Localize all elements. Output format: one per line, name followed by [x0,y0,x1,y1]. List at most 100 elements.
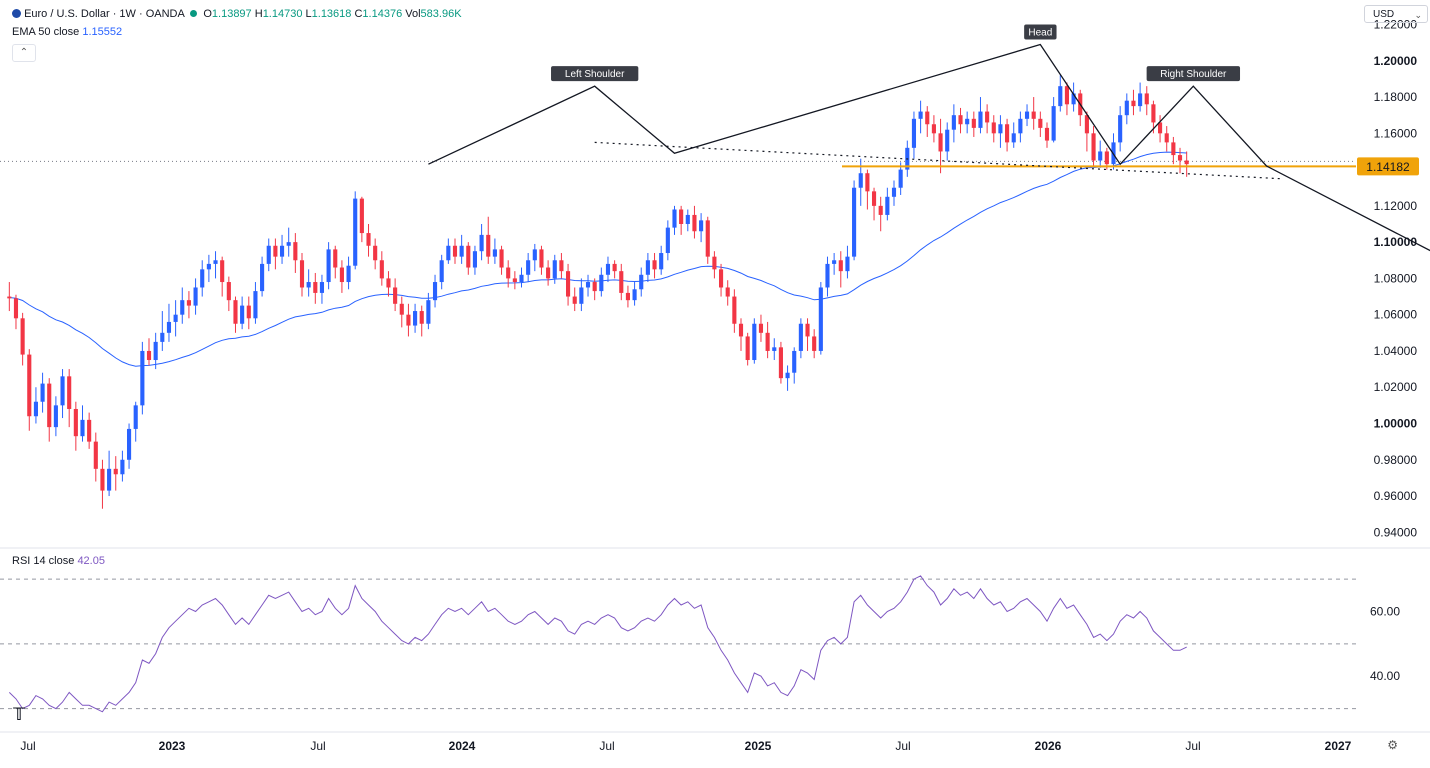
candle-body [559,260,564,272]
candle-body [120,459,125,475]
rsi-line [8,575,1187,713]
candle-body [852,187,857,257]
candle-body [792,350,797,373]
market-status-icon [190,10,198,17]
candle-body [492,249,497,257]
candle-body [432,282,438,301]
candle-body [240,305,245,324]
price-tick-label: 1.10000 [1374,235,1418,249]
candle-body [858,173,863,188]
candle-body [1144,93,1149,105]
candle-body [393,287,398,304]
candle-body [286,242,291,246]
candle-body [160,332,165,342]
candle-body [319,282,325,293]
candle-body [878,205,883,215]
candle-body [27,354,32,417]
candle-body [998,124,1003,134]
candle-body [479,234,484,252]
candle-body [499,249,504,268]
candle-body [805,323,810,337]
close-value: 1.14376 [362,8,403,20]
candle-body [652,260,657,270]
candle-body [539,249,544,268]
candle-body [519,274,524,283]
candle-body [546,267,551,279]
candle-body [532,249,537,261]
high-label: H [254,8,263,20]
rsi-legend[interactable]: RSI 14 close 42.05 [12,555,105,567]
candle-body [233,300,238,324]
candle-body [692,214,697,232]
candle-body [246,305,251,319]
rsi-value: 42.05 [77,555,105,567]
price-tick-label: 1.12000 [1374,199,1418,213]
time-tick-label: 2024 [449,739,476,753]
candle-body [406,314,411,326]
ema-legend[interactable]: EMA 50 close 1.15552 [12,26,122,38]
chevron-up-icon[interactable]: ⌃ [12,44,36,62]
price-tick-label: 1.02000 [1374,380,1418,394]
candle-body [585,282,591,288]
candle-body [765,332,770,351]
candle-body [459,245,464,257]
candle-body [512,278,517,283]
candle-body [413,311,418,326]
candle-body [951,115,956,130]
candle-body [299,260,305,288]
candle-body [1164,133,1169,143]
candle-body [140,350,145,406]
candle-body [33,401,38,417]
candle-body [732,296,737,324]
time-tick-label: 2025 [745,739,772,753]
candle-body [885,196,890,215]
candle-body [665,227,670,254]
currency-select[interactable]: USD ⌄ [1364,5,1428,23]
candle-body [126,428,132,460]
candle-body [113,468,118,475]
settings-icon[interactable]: ⚙ [1387,738,1398,752]
candle-body [699,220,704,232]
candle-body [346,265,351,283]
price-tick-label: 0.96000 [1374,489,1418,503]
candle-body [685,214,690,224]
symbol-title[interactable]: Euro / U.S. Dollar · 1W · OANDA [24,8,185,20]
candle-body [745,336,750,361]
candle-body [326,249,331,283]
price-tick-label: 1.20000 [1374,54,1418,68]
candle-body [220,260,225,283]
candle-body [705,220,710,257]
candle-body [1104,151,1109,165]
euro-flag-icon [12,9,21,18]
candle-body [339,267,344,283]
candle-body [632,289,637,301]
candle-body [313,282,318,293]
candle-body [778,347,783,379]
candle-body [180,300,185,315]
high-value: 1.14730 [262,8,303,20]
candle-body [898,169,903,188]
currency-value: USD [1373,9,1395,20]
candle-body [579,287,584,304]
annotation-label: Right Shoulder [1160,69,1227,80]
candle-body [1131,100,1136,107]
candle-body [226,282,231,301]
candle-body [279,245,285,257]
candle-body [1038,118,1043,128]
rsi-tick-label: 60.00 [1370,604,1400,618]
ema-label: EMA 50 close [12,26,80,38]
low-label: L [305,8,312,20]
time-axis-layer: Jul 2023 Jul 2024 Jul 2025 Jul 2026 Jul 2027 [20,739,1351,753]
annotation-label: Head [1028,27,1052,38]
candle-body [925,111,930,125]
candle-body [253,291,258,319]
candle-body [639,274,644,290]
tradingview-logo-icon[interactable]: 𝕋 [13,705,25,724]
neckline [594,141,1280,180]
candle-body [73,408,78,437]
candle-body [931,124,936,134]
price-tick-label: 1.04000 [1374,344,1418,358]
current-price-label: 1.14182 [1366,160,1410,174]
time-tick-label: Jul [20,739,35,753]
